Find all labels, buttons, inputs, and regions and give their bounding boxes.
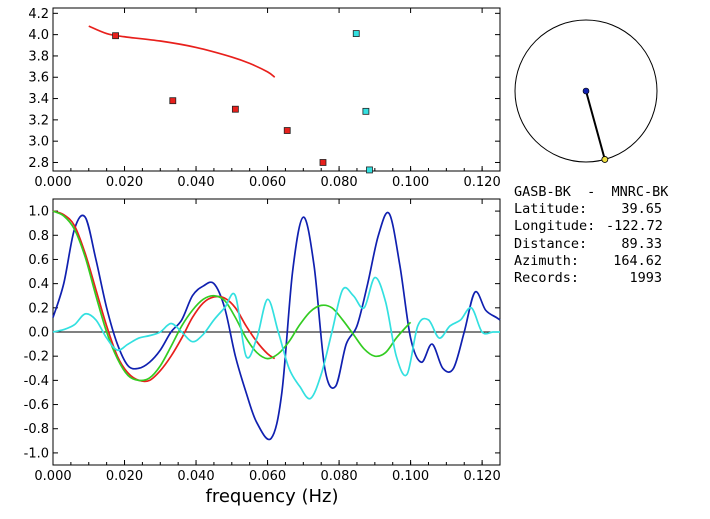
info-row-latitude: Latitude: 39.65 <box>514 201 706 218</box>
bottom-y-tick-label: 0.0 <box>28 326 49 341</box>
bottom-y-tick-label: -0.2 <box>24 350 49 365</box>
info-row-longitude: Longitude: -122.72 <box>514 218 706 235</box>
top-x-tick-label: 0.060 <box>249 175 286 190</box>
azimuth-label: Azimuth: <box>514 252 580 269</box>
station-info-panel: GASB-BK - MNRC-BK Latitude: 39.65 Longit… <box>514 184 706 287</box>
top-y-tick-label: 3.6 <box>28 71 49 86</box>
top-point <box>231 105 239 113</box>
station-pair: GASB-BK - MNRC-BK <box>514 184 669 200</box>
bottom-series-line <box>52 210 412 382</box>
top-y-tick-label: 2.8 <box>28 156 49 171</box>
bottom-series-line <box>52 211 501 441</box>
top-frame <box>52 7 501 172</box>
x-axis-title: frequency (Hz) <box>205 486 338 507</box>
top-point <box>319 159 327 166</box>
bottom-y-tick-label: 0.6 <box>28 253 49 268</box>
top-y-tick-label: 3.4 <box>28 92 49 107</box>
top-y-tick-label: 4.0 <box>28 28 49 43</box>
bottom-y-tick-label: 0.8 <box>28 229 49 244</box>
bottom-y-tick-label: -0.8 <box>24 422 49 437</box>
bottom-x-tick-label: 0.060 <box>249 469 286 484</box>
bottom-y-tick-label: -0.4 <box>24 374 49 389</box>
top-x-tick-label: 0.020 <box>106 175 143 190</box>
top-x-tick-label: 0.040 <box>177 175 214 190</box>
bottom-x-tick-label: 0.020 <box>106 469 143 484</box>
bottom-x-tick-label: 0.100 <box>392 469 429 484</box>
top-x-tick-label: 0.120 <box>464 175 501 190</box>
info-row-azimuth: Azimuth: 164.62 <box>514 253 706 270</box>
bottom-series-line <box>52 276 500 400</box>
top-y-tick-label: 3.0 <box>28 135 49 150</box>
records-value: 1993 <box>629 270 662 287</box>
bottom-y-tick-label: -0.6 <box>24 398 49 413</box>
bottom-x-tick-label: 0.120 <box>464 469 501 484</box>
station-a-dot <box>582 87 590 95</box>
top-point <box>366 166 373 174</box>
distance-label: Distance: <box>514 235 588 252</box>
longitude-label: Longitude: <box>514 218 596 235</box>
top-point <box>283 127 291 134</box>
cross-correlation-chart: 0.000 0.020 0.040 0.060 0.080 0.100 0.120 1.0 0.… <box>24 198 501 484</box>
info-row-distance: Distance: 89.33 <box>514 236 706 253</box>
azimuth-diagram <box>514 19 658 163</box>
top-x-tick-label: 0.080 <box>320 175 357 190</box>
top-point <box>352 30 360 37</box>
latitude-label: Latitude: <box>514 201 588 218</box>
bottom-x-tick-label: 0.000 <box>34 469 71 484</box>
top-y-tick-label: 3.8 <box>28 49 49 64</box>
bottom-y-tick-label: 0.2 <box>28 301 49 316</box>
latitude-value: 39.65 <box>621 201 662 218</box>
top-series-line <box>88 25 276 78</box>
bottom-y-tick-label: 1.0 <box>28 205 49 220</box>
azimuth-line <box>585 90 606 160</box>
records-label: Records: <box>514 270 580 287</box>
azimuth-circle <box>514 19 658 163</box>
top-point <box>169 97 177 105</box>
group-velocity-chart: 0.000 0.020 0.040 0.060 0.080 0.100 0.120 4.2 4.… <box>28 7 500 190</box>
station-b-dot <box>601 156 609 163</box>
bottom-x-tick-label: 0.040 <box>177 469 214 484</box>
bottom-y-tick-label: -1.0 <box>24 446 49 461</box>
azimuth-value: 164.62 <box>613 252 662 269</box>
top-x-tick-label: 0.100 <box>392 175 429 190</box>
bottom-series-line <box>52 210 276 383</box>
distance-value: 89.33 <box>621 235 662 252</box>
top-x-tick-label: 0.000 <box>34 175 71 190</box>
top-point <box>362 107 370 115</box>
bottom-x-tick-label: 0.080 <box>320 469 357 484</box>
top-point <box>112 32 119 40</box>
longitude-value: -122.72 <box>606 218 663 235</box>
info-row-records: Records: 1993 <box>514 270 706 287</box>
top-y-tick-label: 4.2 <box>28 7 49 22</box>
bottom-y-tick-label: 0.4 <box>28 277 49 292</box>
top-y-tick-label: 3.2 <box>28 113 49 128</box>
